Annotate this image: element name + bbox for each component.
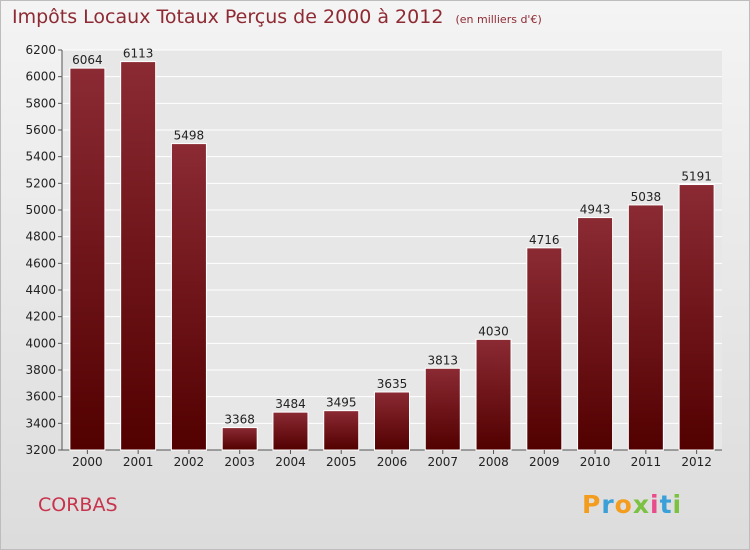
y-tick-label: 4000 xyxy=(25,336,56,350)
y-tick-label: 3800 xyxy=(25,363,56,377)
logo-letter: o xyxy=(614,490,633,519)
y-tick-label: 4600 xyxy=(25,256,56,270)
bar-value-label: 5038 xyxy=(631,190,662,204)
bar xyxy=(577,217,614,451)
bar-value-label: 3813 xyxy=(427,353,458,367)
bar xyxy=(170,143,207,451)
x-tick-label: 2006 xyxy=(377,455,408,469)
y-tick-label: 5000 xyxy=(25,203,56,217)
logo-letter: i xyxy=(672,490,683,519)
x-tick-label: 2001 xyxy=(123,455,154,469)
x-tick-label: 2010 xyxy=(580,455,611,469)
x-tick-label: 2000 xyxy=(72,455,103,469)
logo-letter: i xyxy=(650,490,660,519)
bar xyxy=(272,411,309,451)
y-tick-label: 3200 xyxy=(25,443,56,457)
bar-value-label: 5498 xyxy=(174,129,205,143)
x-tick-label: 2004 xyxy=(275,455,306,469)
y-tick-label: 4200 xyxy=(25,310,56,324)
bar xyxy=(678,184,715,451)
proxiti-logo: Proxiti xyxy=(582,490,682,519)
x-tick-label: 2005 xyxy=(326,455,357,469)
y-tick-label: 5200 xyxy=(25,176,56,190)
bar xyxy=(526,247,563,451)
x-tick-label: 2007 xyxy=(427,455,458,469)
city-label: CORBAS xyxy=(38,494,118,516)
bar-value-label: 4943 xyxy=(580,203,611,217)
bar xyxy=(424,367,461,451)
x-tick-label: 2003 xyxy=(224,455,255,469)
logo-letter: t xyxy=(659,490,673,519)
x-tick-label: 2009 xyxy=(529,455,560,469)
y-tick-label: 5400 xyxy=(25,150,56,164)
bar-value-label: 5191 xyxy=(681,170,712,184)
x-tick-label: 2008 xyxy=(478,455,509,469)
bar xyxy=(120,61,157,451)
bar-value-label: 3368 xyxy=(224,413,255,427)
bar-value-label: 6064 xyxy=(72,53,103,67)
title-subtitle: (en milliers d'€) xyxy=(455,13,542,26)
y-tick-label: 6200 xyxy=(25,43,56,57)
y-tick-label: 4400 xyxy=(25,283,56,297)
bar-value-label: 4716 xyxy=(529,233,560,247)
chart-title: Impôts Locaux Totaux Perçus de 2000 à 20… xyxy=(12,6,542,28)
y-tick-label: 6000 xyxy=(25,70,56,84)
logo-letter: r xyxy=(601,490,615,519)
logo-letter: x xyxy=(632,490,650,519)
title-text: Impôts Locaux Totaux Perçus de 2000 à 20… xyxy=(12,6,444,28)
y-tick-label: 5600 xyxy=(25,123,56,137)
bar-value-label: 4030 xyxy=(478,324,509,338)
bar-value-label: 3495 xyxy=(326,396,357,410)
bar xyxy=(374,391,410,451)
y-tick-label: 3400 xyxy=(25,416,56,430)
y-tick-label: 5800 xyxy=(25,96,56,110)
bar-value-label: 3484 xyxy=(275,397,306,411)
x-tick-label: 2002 xyxy=(174,455,205,469)
bar xyxy=(627,204,664,451)
x-tick-label: 2012 xyxy=(681,455,712,469)
bar xyxy=(323,410,360,451)
bar-value-label: 3635 xyxy=(377,377,408,391)
x-tick-label: 2011 xyxy=(631,455,662,469)
bar-value-label: 6113 xyxy=(123,47,154,61)
y-tick-label: 4800 xyxy=(25,230,56,244)
bar xyxy=(475,338,512,451)
logo-letter: P xyxy=(582,490,602,519)
bar xyxy=(221,427,258,451)
y-tick-label: 3600 xyxy=(25,390,56,404)
bar xyxy=(69,67,106,451)
